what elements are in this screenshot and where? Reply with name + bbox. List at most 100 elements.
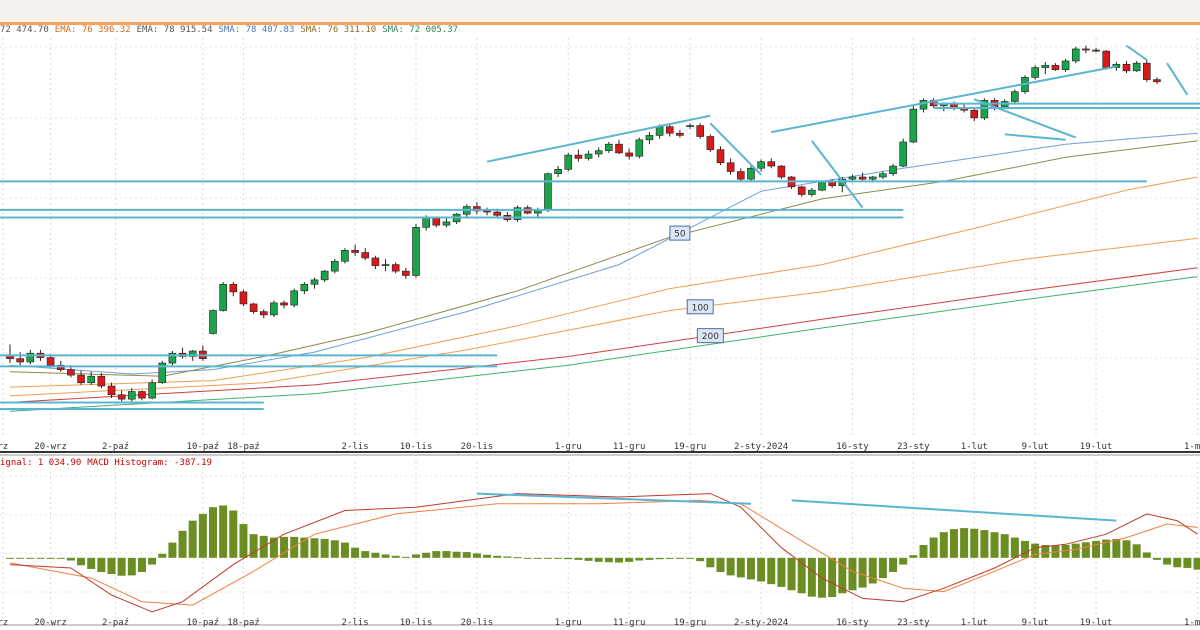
candle-body: [868, 176, 877, 180]
macd-histogram-bar: [1183, 557, 1192, 568]
macd-histogram-bar: [127, 557, 136, 576]
macd-histogram-bar: [1000, 534, 1009, 558]
candle-body: [158, 362, 167, 384]
candle-body: [270, 302, 278, 316]
candle-body: [239, 291, 248, 305]
macd-histogram-bar: [1112, 538, 1121, 558]
candle-body: [473, 206, 481, 212]
candle-body: [544, 173, 552, 211]
ma-label-box: [669, 225, 691, 241]
moving-average-line: [9, 176, 1198, 388]
macd-histogram-bar: [909, 555, 918, 558]
macd-histogram-bar: [97, 557, 106, 573]
candle-body: [1132, 62, 1141, 72]
macd-histogram-bar: [1102, 539, 1111, 558]
macd-histogram-bar: [158, 553, 167, 558]
macd-histogram-bar: [584, 557, 593, 561]
x-tick-label: 23-sty: [897, 442, 930, 452]
moving-average-line: [9, 267, 1198, 403]
macd-histogram-bar: [574, 557, 583, 560]
macd-histogram-bar: [564, 557, 573, 560]
macd-histogram-bar: [615, 557, 623, 563]
macd-histogram-bar: [310, 538, 319, 558]
macd-signal-line: [9, 499, 1198, 606]
candle-body: [67, 369, 75, 376]
macd-histogram-bar: [87, 557, 96, 569]
legend-item: SMA: 78 407.83: [218, 25, 295, 35]
macd-histogram-bar: [665, 557, 674, 559]
macd-histogram-bar: [838, 557, 847, 594]
candle-body: [148, 382, 156, 399]
macd-histogram-bar: [594, 557, 603, 562]
macd-histogram-bar: [949, 529, 958, 558]
candle-body: [909, 108, 918, 143]
macd-histogram-bar: [960, 528, 969, 558]
macd-trendline: [791, 499, 1117, 522]
candle-body: [899, 141, 908, 167]
x-tick-label: 1-gru: [555, 442, 582, 452]
macd-histogram-bar: [56, 557, 65, 559]
macd-histogram-bar: [26, 557, 35, 559]
macd-histogram-bar: [1173, 557, 1182, 568]
candle-body: [879, 173, 887, 178]
macd-histogram-bar: [706, 557, 715, 568]
candle-body: [128, 391, 136, 400]
candle-body: [442, 221, 451, 226]
candle-body: [1071, 48, 1080, 62]
macd-histogram-bar: [513, 557, 522, 559]
macd-histogram-bar: [239, 524, 248, 558]
macd-histogram-bar: [726, 557, 735, 576]
x-tick-label: 2-sty-2024: [734, 442, 788, 452]
macd-histogram-bar: [635, 557, 644, 561]
macd-histogram-bar: [1071, 543, 1080, 558]
macd-histogram-bar: [77, 557, 86, 566]
macd-legend-item: ignal: 1 034.90: [0, 458, 82, 468]
candle-body: [16, 358, 24, 363]
x-tick-label: 16-sty: [836, 442, 869, 452]
candle-body: [1102, 50, 1110, 68]
macd-histogram-bar: [148, 557, 157, 565]
macd-histogram-bar: [178, 530, 187, 558]
trendline: [973, 98, 1077, 139]
macd-legend-item: MACD Histogram: -387.19: [87, 458, 212, 468]
macd-histogram-bar: [939, 532, 948, 558]
macd-histogram-bar: [340, 542, 349, 558]
candle-body: [280, 302, 288, 306]
macd-histogram-bar: [868, 557, 877, 584]
macd-histogram-bar: [980, 530, 989, 558]
macd-histogram-bar: [848, 557, 857, 591]
trendline: [1125, 44, 1148, 61]
macd-histogram-bar: [1132, 544, 1141, 558]
moving-average-line: [9, 132, 1198, 375]
legend-item: 72 474.70: [0, 25, 49, 35]
x-tick-label: 18-paź: [227, 618, 260, 628]
candle-body: [402, 270, 410, 276]
candle-body: [635, 139, 644, 157]
macd-trendline: [476, 492, 751, 505]
candle-body: [676, 132, 684, 136]
candle-body: [889, 165, 897, 175]
macd-histogram-bar: [970, 528, 979, 558]
macd-histogram-bar: [493, 555, 502, 558]
candle-body: [290, 290, 299, 306]
macd-histogram-bar: [229, 510, 238, 558]
macd-histogram-bar: [899, 557, 908, 565]
macd-line: [9, 493, 1198, 613]
moving-average-line: [9, 276, 1198, 412]
x-tick-label: rz: [0, 442, 8, 452]
macd-histogram-bar: [625, 557, 634, 562]
candle-body: [980, 100, 989, 119]
macd-histogram-bar: [797, 557, 806, 594]
ma-label: 200: [702, 332, 719, 342]
macd-histogram-bar: [1010, 537, 1019, 558]
x-tick-label: 20-lis: [461, 618, 494, 628]
macd-histogram-bar: [878, 557, 887, 579]
x-tick-label: 11-gru: [613, 442, 646, 452]
macd-histogram-bar: [777, 557, 786, 587]
macd-histogram-bar: [1031, 543, 1040, 558]
x-tick-label: rz: [0, 618, 8, 628]
x-tick-label: 1-gru: [555, 618, 582, 628]
x-tick-label: 11-gru: [613, 618, 646, 628]
macd-histogram-bar: [188, 520, 197, 558]
